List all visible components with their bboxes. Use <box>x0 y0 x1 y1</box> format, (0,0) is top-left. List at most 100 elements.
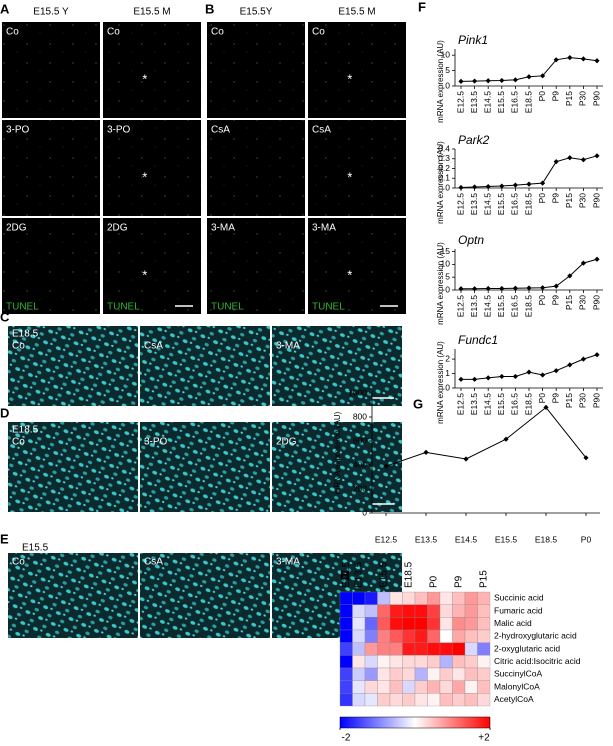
y-tick-label: 0.3 <box>438 153 450 163</box>
heatmap-cell <box>364 629 378 643</box>
x-tick-label: P30 <box>578 295 588 310</box>
treatment-label: 3-MA <box>211 223 235 234</box>
heatmap-cell <box>364 617 378 631</box>
heatmap-cell <box>389 642 403 656</box>
heatmap-cell <box>452 642 466 656</box>
heatmap-cell <box>439 693 453 707</box>
heatmap-cell <box>352 642 366 656</box>
y-tick-label: 200 <box>353 483 367 493</box>
heatmap-cell <box>377 693 391 707</box>
heatmap-cell <box>452 604 466 618</box>
heatmap-cell <box>389 693 403 707</box>
data-point <box>458 184 464 191</box>
row-label: SuccinylCoA <box>494 669 543 679</box>
heatmap-cell <box>414 604 428 618</box>
y-tick-label: 600 <box>353 435 367 445</box>
heatmap-cell <box>464 604 478 618</box>
heatmap-cell <box>427 655 441 669</box>
data-point <box>580 56 586 62</box>
x-tick-label: P15 <box>564 91 574 106</box>
data-point <box>485 78 491 84</box>
y-tick-label: 1 <box>445 368 450 378</box>
micrograph <box>140 553 270 638</box>
column-label: E13.5 <box>353 561 364 588</box>
x-tick-label: E16.5 <box>510 295 520 317</box>
micrograph <box>103 218 201 314</box>
data-point <box>512 373 518 380</box>
treatment-label: Co <box>12 437 25 448</box>
x-tick-label: P9 <box>550 91 560 102</box>
x-tick-label: P90 <box>591 393 601 408</box>
treatment-label: 2DG <box>107 223 128 234</box>
column-label: E15.5 <box>378 561 389 588</box>
x-tick-label: P30 <box>578 393 588 408</box>
micrograph <box>8 422 138 512</box>
data-point <box>594 256 600 262</box>
data-point <box>383 463 389 469</box>
stage-label: E15.5 <box>22 543 49 554</box>
y-tick-label: 0 <box>445 182 450 192</box>
heatmap-cell <box>439 604 453 618</box>
data-point <box>485 285 491 292</box>
heatmap-cell <box>377 617 391 631</box>
y-axis-label: mRNA expression (AU) <box>436 242 445 325</box>
treatment-label: Co <box>12 341 25 352</box>
micrograph <box>140 326 270 406</box>
treatment-label: 2DG <box>276 437 297 448</box>
column-header: E15.5Y <box>240 7 273 18</box>
heatmap-cell <box>439 591 453 605</box>
treatment-label: 3-MA <box>276 557 300 568</box>
micrograph <box>140 422 270 512</box>
heatmap-cell <box>452 693 466 707</box>
heatmap-cell <box>402 604 416 618</box>
data-point <box>472 376 478 382</box>
data-point <box>503 436 509 442</box>
heatmap-cell <box>439 680 453 694</box>
y-tick-label: 0 <box>362 507 367 517</box>
data-point <box>553 368 559 374</box>
micrograph <box>308 120 406 216</box>
x-tick-label: E16.5 <box>510 91 520 113</box>
x-tick-label: E13.5 <box>469 295 479 317</box>
row-label: MalonylCoA <box>494 681 540 691</box>
heatmap-cell <box>364 642 378 656</box>
micrograph <box>272 326 402 406</box>
heatmap-cell <box>477 617 491 631</box>
heatmap-cell <box>477 655 491 669</box>
column-header: E15.5 M <box>133 7 170 18</box>
data-point <box>458 78 464 84</box>
heatmap-cell <box>339 591 353 605</box>
micrograph <box>2 22 100 118</box>
asterisk: * <box>347 267 352 282</box>
heatmap-cell <box>402 680 416 694</box>
column-header: E15.5 Y <box>33 7 69 18</box>
heatmap-cell <box>377 591 391 605</box>
heatmap-cell <box>452 655 466 669</box>
heatmap-cell <box>464 617 478 631</box>
micrograph <box>272 422 402 512</box>
data-point <box>567 155 573 161</box>
y-tick-label: 2 <box>445 353 450 363</box>
column-label: P9 <box>453 575 464 588</box>
heatmap-cell <box>464 693 478 707</box>
heatmap-cell <box>414 693 428 707</box>
x-tick-label: E12.5 <box>375 534 397 544</box>
data-point <box>458 286 464 292</box>
data-point <box>526 74 532 80</box>
data-point <box>594 153 600 159</box>
panel-letter: A <box>0 1 10 16</box>
heatmap-cell <box>477 680 491 694</box>
heatmap-cell <box>364 591 378 605</box>
row-label: 2-oxyglutaric acid <box>494 643 560 653</box>
heatmap-cell <box>414 617 428 631</box>
heatmap-cell <box>402 642 416 656</box>
treatment-label: Co <box>312 27 325 38</box>
treatment-label: CsA <box>144 557 163 568</box>
series-line <box>385 406 587 467</box>
heatmap-cell <box>427 680 441 694</box>
row-label: 2-hydroxyglutaric acid <box>494 631 577 641</box>
heatmap-cell <box>364 680 378 694</box>
